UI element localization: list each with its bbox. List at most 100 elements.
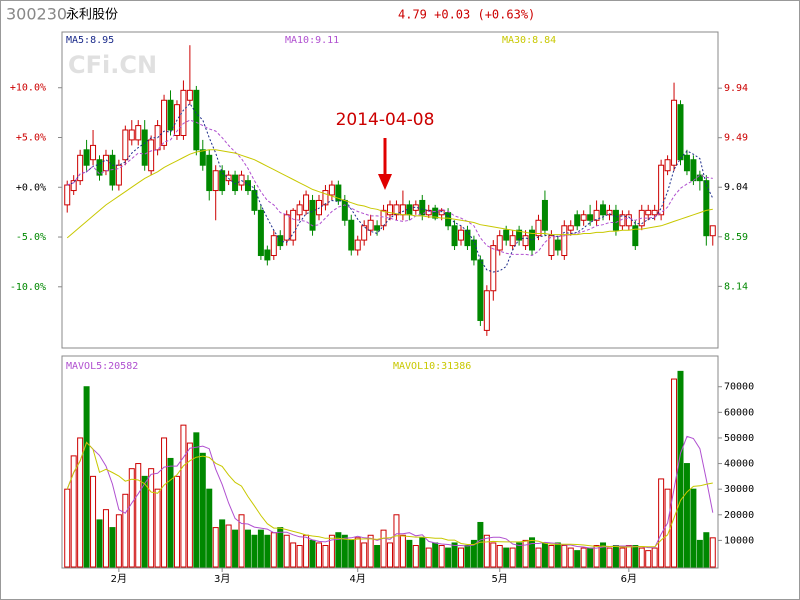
candle-body <box>264 249 271 261</box>
candle-body <box>671 99 678 166</box>
candle-body <box>296 204 303 216</box>
volume-bar <box>128 468 135 568</box>
candle-body <box>496 235 503 251</box>
volume-bar <box>425 547 432 568</box>
legend-entry: MAVOL5:20582 <box>66 361 138 372</box>
volume-bar <box>387 542 393 568</box>
stock-name: 永利股份 <box>66 8 118 23</box>
candle-body <box>335 184 342 201</box>
volume-bar <box>548 545 555 568</box>
watermark: CFi.CN <box>68 51 157 79</box>
volume-bar <box>406 539 413 568</box>
volume-bar <box>516 542 523 568</box>
volume-bar <box>70 455 77 568</box>
candle-body <box>399 204 406 216</box>
candle-body <box>380 209 387 227</box>
volume-bar <box>690 488 697 568</box>
candle-body <box>677 104 684 161</box>
candle-body <box>122 129 129 161</box>
candle-body <box>535 219 542 237</box>
candle-body <box>632 225 639 247</box>
volume-bar <box>651 547 658 568</box>
candle-body <box>425 209 432 216</box>
candle-body <box>341 199 348 221</box>
candle-body <box>206 154 213 192</box>
x-tick-label: 3月 <box>214 573 230 585</box>
volume-bar <box>77 437 84 568</box>
ma-line <box>67 102 714 273</box>
volume-bar <box>225 524 232 568</box>
y2-tick-label: +0.0% <box>16 182 46 193</box>
candle-body <box>115 164 122 186</box>
volume-bar <box>115 514 122 568</box>
candle-body <box>548 235 555 257</box>
volume-bar <box>348 539 355 568</box>
y-tick-label: 20000 <box>724 510 754 521</box>
volume-bar <box>458 547 465 568</box>
x-tick-label: 2月 <box>111 573 127 585</box>
volume-bar <box>199 452 206 568</box>
volume-bar <box>244 529 251 568</box>
candle-body <box>554 239 561 251</box>
volume-bar <box>341 534 348 568</box>
candle-body <box>522 235 529 247</box>
candle-body <box>458 229 465 241</box>
candle-body <box>219 170 226 192</box>
volume-bar <box>625 545 632 568</box>
volume-bar <box>496 545 503 568</box>
candle-body <box>477 259 484 321</box>
candle-body <box>193 89 200 151</box>
candle-body <box>90 144 97 161</box>
candle-body <box>251 190 258 211</box>
candle-body <box>541 199 548 231</box>
annotation-arrowhead <box>378 174 392 190</box>
volume-bar <box>109 527 116 568</box>
volume-bar <box>238 514 245 568</box>
volume-bar <box>645 550 652 568</box>
volume-bar <box>309 539 316 568</box>
candle-body <box>361 225 368 241</box>
volume-bar <box>251 534 258 568</box>
volume-bar <box>90 475 97 568</box>
volume-bar <box>432 542 439 568</box>
candle-body <box>283 214 290 241</box>
volume-bar <box>554 542 561 568</box>
volume-bar <box>122 493 129 568</box>
volume-bar <box>167 457 174 568</box>
y-tick-label: 10000 <box>724 535 754 546</box>
candle-body <box>696 174 703 182</box>
candle-body <box>703 180 710 237</box>
volume-bar <box>270 532 277 568</box>
candle-body <box>167 99 174 131</box>
volume-bar <box>257 529 264 568</box>
volume-bar <box>477 521 484 568</box>
volume-bar <box>709 537 716 568</box>
volume-bar <box>535 547 542 568</box>
volume-bar <box>567 547 574 568</box>
candle-body <box>212 170 219 192</box>
candle-body <box>354 239 361 251</box>
volume-bar <box>619 547 626 568</box>
volume-bar <box>509 547 516 568</box>
candle-body <box>257 209 264 257</box>
candle-body <box>270 235 277 257</box>
volume-bar <box>683 463 690 568</box>
volume-bar <box>206 488 213 568</box>
candle-body <box>186 89 193 101</box>
candle-body <box>128 129 135 141</box>
y-tick-label: 8.14 <box>724 281 748 292</box>
candle-body <box>419 199 426 216</box>
volume-bar <box>612 545 619 568</box>
volume-bar <box>664 488 671 568</box>
candle-body <box>303 194 310 211</box>
volume-bar <box>219 519 226 568</box>
volume-bar <box>83 386 90 568</box>
candle-body <box>328 184 335 196</box>
volume-bar <box>180 424 187 568</box>
candle-body <box>658 164 665 216</box>
volume-bar <box>419 537 426 568</box>
candle-body <box>619 214 626 227</box>
candle-body <box>451 225 458 247</box>
legend-entry: MA5:8.95 <box>66 35 114 46</box>
